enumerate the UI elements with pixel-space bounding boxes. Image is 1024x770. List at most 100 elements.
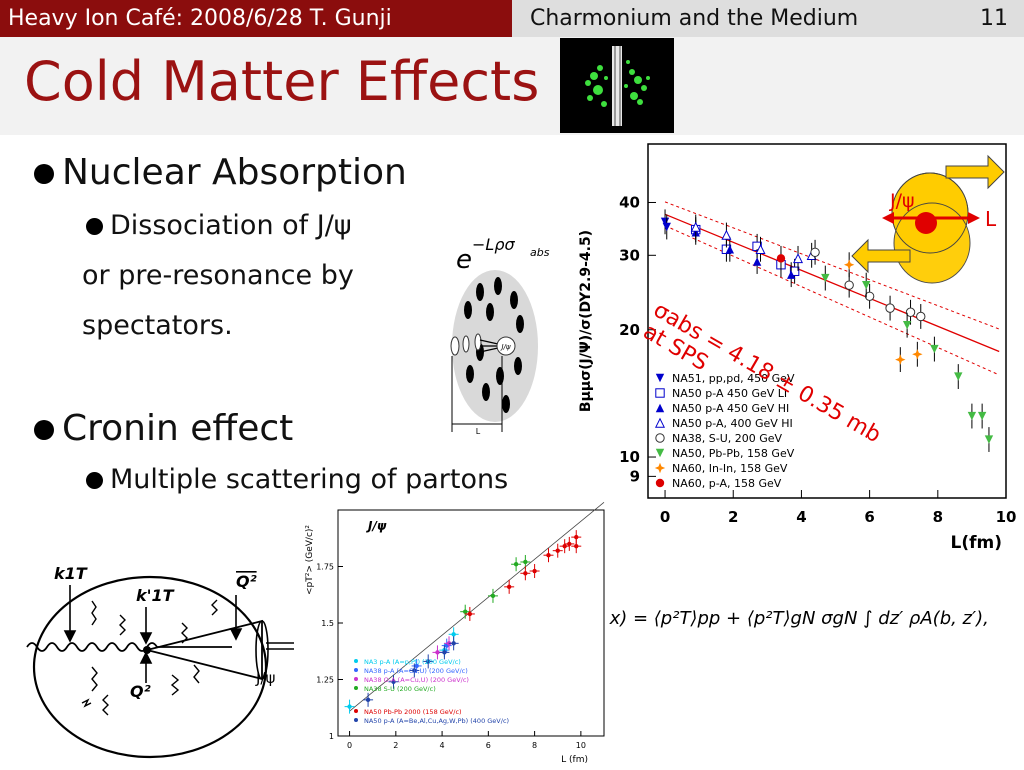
data-point — [789, 266, 800, 276]
fit-band-lower — [664, 225, 1000, 376]
event-display-graphic — [585, 46, 650, 126]
data-point — [930, 344, 939, 354]
formula-base: e — [456, 245, 472, 275]
sub-bullet-text: Multiple scattering of partons — [110, 464, 509, 495]
bullet-dot — [86, 218, 103, 235]
y-tick-label: 1.5 — [321, 619, 334, 628]
slide-title: Cold Matter Effects — [24, 50, 540, 113]
legend-marker — [655, 478, 665, 488]
x-tick-label: 4 — [796, 508, 806, 526]
jpsi-label: J/ψ — [499, 343, 510, 351]
data-point — [506, 584, 512, 590]
chart-title: J/ψ — [366, 519, 387, 533]
absorption-diagram-graphic: e −Lρσ abs J/ψ L — [450, 235, 550, 436]
x-tick-label: 2 — [728, 508, 738, 526]
cronin-feynman-diagram: k1T k'1T Q² Q² J/ψ — [22, 555, 294, 765]
bullet-dot — [34, 420, 54, 440]
length-label: L — [476, 427, 481, 436]
header-topic-bar: Charmonium and the Medium 11 — [512, 0, 1024, 37]
gluon-line — [26, 642, 158, 652]
inset-jpsi-label: J/ψ — [889, 190, 915, 212]
legend-marker — [655, 448, 665, 458]
header-topic: Charmonium and the Medium — [530, 6, 859, 31]
sub-bullet-line-2: or pre-resonance by — [82, 260, 354, 291]
label-arrows — [63, 585, 243, 683]
data-point — [546, 553, 551, 558]
y-tick-label: 30 — [619, 246, 640, 264]
y-tick-label: 1 — [329, 732, 334, 741]
legend-marker — [354, 659, 358, 663]
data-point — [821, 273, 830, 283]
data-point — [967, 411, 977, 421]
data-point — [532, 568, 537, 574]
data-point — [843, 259, 855, 270]
data-point — [755, 243, 766, 254]
data-point — [574, 543, 579, 549]
legend-entry: NA3 p-A (A=p,Pt) (200 GeV/c) — [364, 658, 461, 666]
spectator-wiggles — [81, 599, 218, 716]
data-point — [885, 303, 895, 313]
data-point — [442, 650, 447, 655]
formula-graphic: ⟨p²T⟩(b, x) = ⟨p²T⟩pp + ⟨p²T⟩gN σgN ∫ dz… — [536, 608, 989, 629]
data-point — [562, 543, 567, 549]
vertex — [143, 646, 151, 654]
legend-entry: NA50 p-A 450 GeV LI — [672, 387, 787, 400]
data-point — [721, 229, 732, 240]
data-point — [690, 221, 701, 232]
x-tick-label: 8 — [532, 741, 537, 750]
data-point — [862, 280, 871, 290]
data-point — [523, 571, 528, 576]
legend-marker — [354, 686, 358, 690]
y-axis-label: <pT²> (GeV/c)² — [305, 525, 315, 595]
legend-entry: NA51, pp,pd, 450 GeV — [672, 372, 795, 385]
x-tick-label: 6 — [486, 741, 491, 750]
legend-marker — [654, 462, 666, 474]
x-tick-label: 10 — [996, 508, 1017, 526]
data-point — [905, 307, 916, 317]
data-point — [412, 668, 417, 673]
x-tick-label: 0 — [660, 508, 670, 526]
absorption-inset: J/ψ L — [851, 154, 1005, 284]
bullet-text: Cronin effect — [62, 408, 294, 449]
sub-bullet-dissociation: Dissociation of J/ψ — [86, 210, 352, 241]
data-point — [954, 372, 963, 381]
arrow-left-icon — [851, 238, 911, 274]
x-tick-label: 6 — [864, 508, 874, 526]
data-point — [844, 280, 854, 290]
legend-marker — [655, 433, 665, 443]
incoming-arrows — [479, 339, 499, 353]
legend-marker — [354, 709, 358, 713]
fit-line — [664, 213, 1000, 353]
data-point — [435, 650, 440, 655]
label-jpsi: J/ψ — [255, 669, 275, 687]
legend-marker — [654, 417, 666, 428]
sub-bullet-text: Dissociation of J/ψ — [110, 210, 352, 241]
data-point — [555, 548, 560, 553]
data-point — [451, 632, 456, 637]
data-point — [523, 559, 528, 565]
bullet-dot — [86, 472, 103, 489]
legend-marker — [655, 388, 665, 398]
data-point — [347, 704, 352, 709]
data-point — [793, 253, 804, 264]
bullet-dot — [34, 164, 54, 184]
legend-entry: NA60, In-In, 158 GeV — [672, 462, 788, 475]
label-qbar-squared: Q² — [236, 572, 257, 591]
event-display-image — [560, 38, 674, 133]
data-point — [725, 245, 735, 254]
arrow-right-icon — [945, 154, 1005, 190]
legend-entry: NA38 O-A (A=Cu,U) (200 GeV/c) — [364, 676, 469, 684]
data-point — [977, 411, 987, 421]
data-point — [574, 534, 579, 540]
data-point — [662, 222, 671, 232]
legend-entry: NA50, Pb-Pb, 158 GeV — [672, 447, 795, 460]
formula-text: ⟨p²T⟩(b, x) = ⟨p²T⟩pp + ⟨p²T⟩gN σgN ∫ dz… — [536, 608, 989, 629]
x-tick-label: 4 — [440, 741, 445, 750]
y-tick-label: 1.75 — [316, 563, 334, 572]
jpsi-circle — [496, 336, 516, 356]
data-point — [916, 311, 926, 322]
sub-bullet-multiple-scattering: Multiple scattering of partons — [86, 464, 508, 496]
legend-marker — [655, 403, 665, 413]
incoming-nucleons — [450, 333, 482, 356]
inset-length-label: L — [985, 207, 997, 231]
